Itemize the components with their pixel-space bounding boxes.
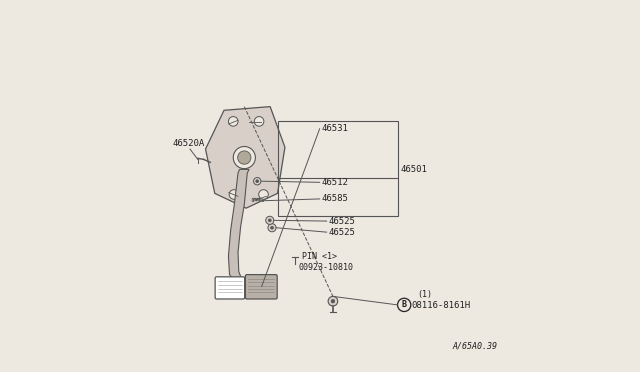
Circle shape <box>228 116 238 126</box>
Text: 46531: 46531 <box>321 124 348 133</box>
Circle shape <box>331 299 335 303</box>
Polygon shape <box>228 169 249 279</box>
Circle shape <box>233 147 255 169</box>
FancyBboxPatch shape <box>245 275 277 299</box>
Circle shape <box>259 190 268 199</box>
Circle shape <box>256 180 259 183</box>
Text: A/65A0.39: A/65A0.39 <box>453 341 498 350</box>
Text: PIN <1>: PIN <1> <box>301 251 337 261</box>
Circle shape <box>237 151 251 164</box>
Text: 46525: 46525 <box>328 217 355 225</box>
Text: 46525: 46525 <box>328 228 355 237</box>
Text: 00923-10810: 00923-10810 <box>299 263 354 272</box>
Circle shape <box>229 190 239 199</box>
FancyBboxPatch shape <box>215 277 244 299</box>
Text: 08116-8161H: 08116-8161H <box>412 301 470 311</box>
Circle shape <box>271 226 273 229</box>
Text: 46512: 46512 <box>321 178 348 187</box>
Circle shape <box>254 116 264 126</box>
Polygon shape <box>205 107 285 208</box>
Text: B: B <box>402 300 406 310</box>
Text: 46585: 46585 <box>321 195 348 203</box>
Circle shape <box>328 296 338 306</box>
Circle shape <box>268 219 271 222</box>
Bar <box>278 121 397 216</box>
Circle shape <box>268 224 276 232</box>
Text: 46501: 46501 <box>401 165 428 174</box>
Circle shape <box>253 177 261 185</box>
Text: 46520A: 46520A <box>172 139 205 148</box>
Text: (1): (1) <box>417 290 433 299</box>
Circle shape <box>266 216 274 224</box>
